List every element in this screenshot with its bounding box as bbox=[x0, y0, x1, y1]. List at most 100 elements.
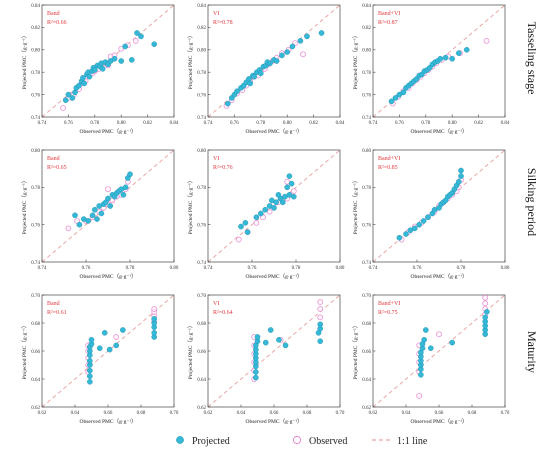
x-tick-label: 0.82 bbox=[474, 121, 483, 126]
projected-point bbox=[85, 218, 91, 224]
x-tick-label: 0.80 bbox=[117, 121, 126, 126]
projected-point bbox=[262, 206, 269, 213]
y-tick-label: 0.64 bbox=[197, 378, 206, 383]
projected-point bbox=[87, 367, 93, 374]
y-tick-label: 0.80 bbox=[197, 149, 206, 154]
x-axis-label: Observed PMC（g·g⁻¹） bbox=[246, 128, 303, 135]
scatter-panel-7: 0.62 0.64 0.66 0.68 0.70 0.62 0.64 0.66 0.68 0.70… bbox=[187, 294, 345, 425]
projected-point bbox=[437, 55, 444, 62]
y-tick-label: 0.70 bbox=[31, 294, 40, 299]
projected-point bbox=[449, 55, 456, 62]
projected-point bbox=[427, 345, 434, 352]
x-tick-label: 0.78 bbox=[256, 121, 265, 126]
projected-point bbox=[388, 98, 395, 105]
x-tick-label: 0.84 bbox=[170, 121, 179, 126]
y-tick-label: 0.74 bbox=[197, 116, 206, 121]
projected-point bbox=[80, 75, 86, 81]
projected-point bbox=[455, 178, 462, 185]
y-tick-label: 0.76 bbox=[31, 93, 40, 98]
projected-point bbox=[76, 82, 82, 89]
y-axis-label: Projected PMC（g·g⁻¹） bbox=[352, 323, 359, 380]
projected-point bbox=[151, 329, 157, 336]
x-axis-label: Observed PMC（g·g⁻¹） bbox=[80, 128, 137, 135]
x-tick-label: 0.78 bbox=[457, 266, 466, 271]
projected-point bbox=[411, 225, 418, 232]
projected-point bbox=[484, 308, 490, 315]
y-tick-label: 0.78 bbox=[362, 71, 371, 76]
scatter-panel-2: 0.74 0.76 0.78 0.80 0.82 0.84 0.74 0.76 0.78 0.80… bbox=[352, 4, 510, 135]
y-axis-label: Projected PMC（g·g⁻¹） bbox=[21, 323, 28, 380]
projected-point bbox=[87, 378, 93, 385]
x-tick-label: 0.70 bbox=[336, 411, 345, 416]
y-tick-label: 0.74 bbox=[31, 116, 40, 121]
projected-point bbox=[234, 88, 240, 95]
y-tick-label: 0.74 bbox=[197, 261, 206, 266]
projected-point bbox=[267, 327, 274, 333]
y-axis-label: Projected PMC（g·g⁻¹） bbox=[21, 178, 28, 235]
projected-point bbox=[400, 89, 407, 96]
model-label: Band+VI bbox=[378, 156, 400, 162]
projected-point bbox=[118, 58, 124, 64]
projected-point bbox=[267, 60, 273, 67]
y-tick-label: 0.62 bbox=[362, 406, 371, 411]
projected-point bbox=[297, 38, 304, 44]
x-axis-label: Observed PMC（g·g⁻¹） bbox=[80, 418, 137, 425]
r2-label: R²=0.61 bbox=[47, 310, 67, 316]
y-tick-label: 0.66 bbox=[362, 350, 371, 355]
projected-point bbox=[392, 95, 399, 101]
projected-point bbox=[122, 184, 129, 191]
observed-point bbox=[317, 314, 324, 321]
x-tick-label: 0.80 bbox=[336, 266, 345, 271]
projected-point bbox=[463, 47, 470, 53]
observed-point bbox=[416, 392, 423, 399]
projected-point bbox=[421, 336, 427, 343]
x-axis-label: Observed PMC（g·g⁻¹） bbox=[246, 273, 303, 280]
projected-point bbox=[238, 223, 244, 230]
x-tick-label: 0.78 bbox=[90, 121, 99, 126]
row-label-maturity: Maturity bbox=[525, 331, 539, 373]
observed-point bbox=[253, 219, 260, 226]
x-tick-label: 0.68 bbox=[137, 411, 146, 416]
projected-point bbox=[92, 206, 98, 213]
x-tick-label: 0.68 bbox=[303, 411, 312, 416]
projected-point bbox=[290, 193, 297, 200]
projected-point bbox=[396, 234, 403, 241]
model-label: Band+VI bbox=[378, 11, 400, 17]
r2-label: R²=0.64 bbox=[213, 310, 233, 316]
projected-point bbox=[224, 100, 231, 107]
y-tick-label: 0.74 bbox=[362, 261, 371, 266]
x-tick-label: 0.66 bbox=[104, 411, 113, 416]
projected-point bbox=[257, 70, 264, 77]
projected-point bbox=[262, 339, 269, 346]
observed-point bbox=[60, 105, 66, 111]
y-tick-label: 0.78 bbox=[362, 186, 371, 191]
y-tick-label: 0.80 bbox=[362, 149, 371, 154]
one-to-one-line bbox=[208, 295, 340, 407]
projected-point bbox=[76, 221, 83, 228]
r2-label: R²=0.87 bbox=[378, 20, 398, 26]
x-axis-label: Observed PMC（g·g⁻¹） bbox=[80, 273, 137, 280]
y-tick-label: 0.78 bbox=[197, 186, 206, 191]
observed-point bbox=[132, 37, 139, 44]
observed-point bbox=[317, 299, 324, 305]
projected-point bbox=[101, 329, 108, 336]
x-tick-label: 0.70 bbox=[170, 411, 179, 416]
r2-label: R²=0.75 bbox=[378, 310, 398, 316]
legend: Projected Observed 1:1 line bbox=[176, 435, 428, 447]
y-axis-label: Projected PMC（g·g⁻¹） bbox=[21, 33, 28, 90]
projected-point bbox=[284, 49, 291, 55]
scatter-panel-0: 0.74 0.76 0.78 0.80 0.82 0.84 0.74 0.76 0.78 0.80… bbox=[21, 4, 179, 135]
x-tick-label: 0.64 bbox=[237, 411, 246, 416]
panels: 0.74 0.76 0.78 0.80 0.82 0.84 0.74 0.76 0.78 0.80… bbox=[21, 4, 510, 425]
projected-point bbox=[99, 66, 106, 72]
projected-point bbox=[271, 205, 277, 211]
r2-label: R²=0.78 bbox=[213, 20, 233, 26]
projected-point bbox=[254, 334, 261, 340]
projected-point bbox=[127, 171, 133, 178]
x-tick-label: 0.76 bbox=[248, 266, 257, 271]
y-tick-label: 0.74 bbox=[31, 261, 40, 266]
projected-point bbox=[151, 41, 157, 48]
x-tick-label: 0.68 bbox=[468, 411, 477, 416]
y-tick-label: 0.62 bbox=[31, 406, 40, 411]
